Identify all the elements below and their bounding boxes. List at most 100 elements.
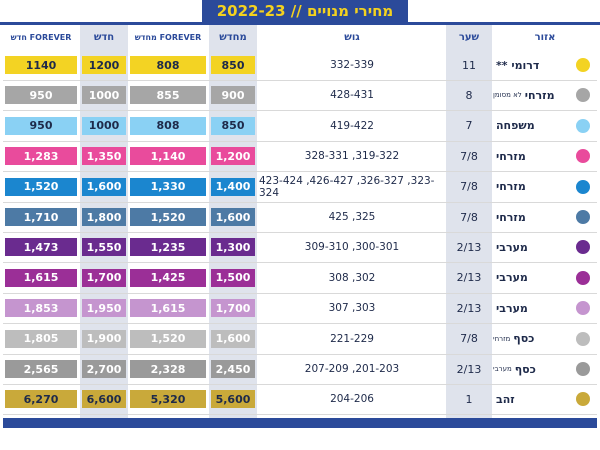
area-subnote: לא מסומן — [493, 91, 522, 100]
forever-renew-price: 855 — [130, 86, 206, 105]
area-subnote: מערבי — [493, 365, 512, 373]
renew-price: 1,500 — [211, 268, 255, 287]
area-label: מערבי — [493, 263, 571, 293]
gate-cell: 2/13 — [456, 240, 482, 254]
forever-new-price: 6,270 — [5, 390, 77, 409]
area-label: זהב — [493, 384, 571, 414]
block-cell: 328-331 ,319-322 — [304, 150, 400, 163]
renew-price: 5,600 — [211, 390, 255, 409]
forever-renew-price: 808 — [130, 56, 206, 74]
row-divider — [3, 292, 597, 294]
block-cell: 423-424 ,426-427 ,326-327 ,323-324 — [259, 174, 435, 199]
area-name: דרומי ** — [496, 58, 540, 72]
gate-cell: 7/8 — [460, 210, 478, 224]
renew-price: 1,700 — [211, 299, 255, 318]
block-cell: 428-431 — [330, 89, 374, 102]
row-divider — [3, 140, 597, 142]
new-price: 1,600 — [82, 177, 126, 196]
price-table: אזור שער גוש מחדש FOREVER מחדש חדש FOREV… — [3, 25, 597, 419]
table-row: מזרחי 7/8 423-424 ,426-427 ,326-327 ,323-3… — [3, 172, 597, 203]
header-renew: מחדש — [219, 31, 247, 43]
row-divider — [3, 171, 597, 173]
area-name: כסף — [513, 332, 535, 346]
table-row: דרומי ** 11 332-339 850 808 1200 1140 — [3, 50, 597, 81]
area-name: מערבי — [496, 240, 528, 254]
area-subnote: מזרחי — [493, 334, 511, 343]
header-forever-new: FOREVER חדש — [3, 25, 79, 49]
forever-new-price: 1,283 — [5, 147, 77, 166]
forever-renew-price: 1,425 — [130, 268, 206, 287]
header-area: אזור — [534, 31, 556, 43]
page-title: מחירי מנויים // 2022-23 — [202, 0, 408, 24]
new-price: 2,700 — [82, 360, 126, 378]
header-forever-renew: FOREVER מחדש — [128, 25, 208, 49]
forever-renew-label: FOREVER מחדש — [134, 32, 202, 42]
renew-price: 1,400 — [211, 177, 255, 196]
forever-new-label: FOREVER חדש — [10, 32, 72, 42]
row-divider — [3, 384, 597, 385]
gate-cell: 7/8 — [460, 332, 478, 346]
renew-price: 1,200 — [211, 147, 255, 166]
new-price: 1,550 — [82, 238, 126, 257]
new-price: 1000 — [82, 116, 126, 135]
area-color-dot — [576, 301, 590, 316]
gate-cell: 7/8 — [460, 180, 478, 194]
area-color-dot — [576, 362, 590, 376]
area-color-dot — [576, 58, 590, 72]
gate-cell: 11 — [462, 58, 476, 72]
new-price: 1,900 — [82, 329, 126, 348]
table-row: מערבי 2/13 309-310 ,300-301 1,300 1,235 1,550… — [3, 232, 597, 264]
forever-new-price: 2,565 — [5, 360, 77, 378]
block-cell: 307 ,303 — [328, 302, 376, 315]
renew-price: 1,600 — [211, 329, 255, 348]
renew-price: 900 — [211, 86, 255, 105]
header-new: חדש — [93, 31, 115, 43]
forever-renew-price: 1,520 — [130, 329, 206, 348]
header-block: גוש — [344, 31, 360, 43]
forever-new-price: 1140 — [5, 56, 77, 74]
row-divider — [3, 201, 597, 203]
area-name: מזרחי — [496, 180, 526, 194]
gate-cell: 7 — [465, 119, 473, 133]
area-label: משפחה — [493, 111, 571, 141]
area-name: כסף — [514, 362, 536, 376]
forever-new-price: 1,710 — [5, 208, 77, 226]
area-color-dot — [576, 88, 590, 103]
area-name: מזרחי — [496, 149, 526, 163]
new-price: 1,800 — [82, 208, 126, 226]
title-underline — [0, 22, 600, 25]
renew-price: 1,300 — [211, 238, 255, 257]
block-cell: 207-209 ,201-203 — [304, 363, 400, 375]
block-cell: 309-310 ,300-301 — [304, 241, 400, 254]
new-price: 6,600 — [82, 390, 126, 409]
block-cell: 332-339 — [330, 59, 374, 71]
area-label: מזרחי — [493, 172, 571, 202]
forever-new-price: 1,473 — [5, 238, 77, 257]
area-color-dot — [576, 118, 590, 133]
renew-price: 850 — [211, 116, 255, 135]
table-row: זהב 1 204-206 5,600 5,320 6,600 6,270 — [3, 384, 597, 416]
area-color-dot — [576, 240, 590, 255]
area-name: מזרחי — [524, 88, 555, 102]
new-price: 1,350 — [82, 147, 126, 166]
bottom-bar — [3, 418, 597, 428]
table-row: מזרחי לא מסומן 8 428-431 900 855 1000 950 — [3, 80, 597, 112]
gate-cell: 7/8 — [460, 149, 478, 163]
forever-new-price: 1,615 — [5, 268, 77, 287]
forever-renew-price: 1,330 — [130, 177, 206, 196]
block-cell: 419-422 — [330, 119, 374, 132]
gate-cell: 2/13 — [456, 362, 482, 376]
forever-new-price: 1,805 — [5, 329, 77, 348]
area-label: מערבי — [493, 232, 571, 262]
gate-cell: 2/13 — [456, 271, 482, 285]
renew-price: 2,450 — [211, 360, 255, 378]
row-divider — [3, 262, 597, 264]
gate-cell: 2/13 — [456, 301, 482, 315]
forever-renew-price: 1,140 — [130, 147, 206, 166]
row-divider — [3, 110, 597, 112]
table-row: משפחה 7 419-422 850 808 1000 950 — [3, 111, 597, 142]
gate-cell: 8 — [465, 88, 473, 102]
area-name: מערבי — [496, 301, 528, 315]
renew-price: 850 — [211, 56, 255, 74]
row-divider — [3, 80, 597, 81]
